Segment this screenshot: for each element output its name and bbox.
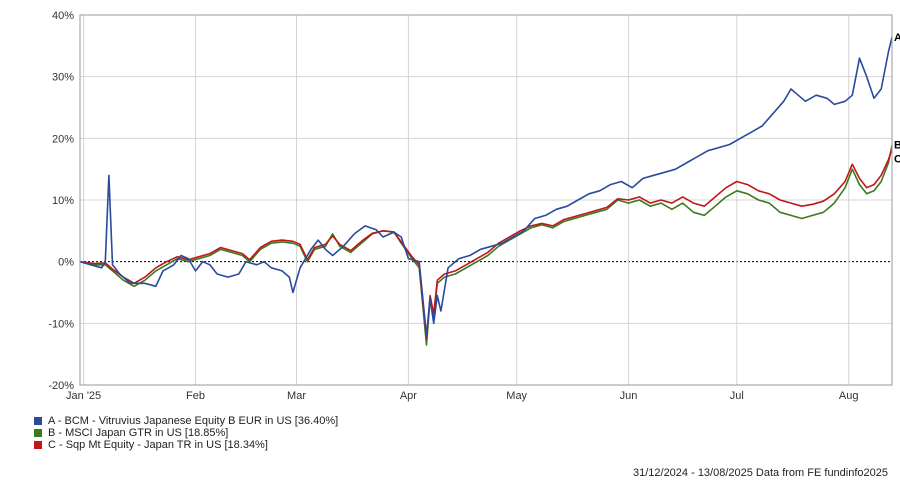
x-tick-label: Jan '25 — [66, 390, 101, 402]
y-axis: -20% -10% 0% 10% 20% 30% 40% — [48, 10, 74, 392]
line-chart: -20% -10% 0% 10% 20% 30% 40% Jan '25 Feb Mar Apr M… — [48, 10, 900, 402]
series-end-label-b: B — [894, 139, 900, 151]
legend-label-b: B - MSCI Japan GTR in US [18.85%] — [48, 427, 229, 439]
legend-swatch-b — [34, 429, 42, 437]
series-end-label-c: C — [894, 154, 900, 166]
x-tick-label: Mar — [287, 390, 306, 402]
x-tick-label: Aug — [839, 390, 859, 402]
y-tick-label: 30% — [52, 72, 74, 84]
legend-swatch-a — [34, 417, 42, 425]
y-tick-label: 20% — [52, 133, 74, 145]
x-tick-label: Jun — [620, 390, 638, 402]
y-tick-label: 0% — [58, 257, 74, 269]
x-tick-label: Apr — [400, 390, 417, 402]
legend-item-a: A - BCM - Vitruvius Japanese Equity B EU… — [34, 415, 338, 427]
x-tick-label: Jul — [730, 390, 744, 402]
series-line-c — [79, 148, 893, 340]
legend-label-c: C - Sqp Mt Equity - Japan TR in US [18.3… — [48, 439, 268, 451]
series-line-a — [79, 37, 893, 337]
x-tick-label: Feb — [186, 390, 205, 402]
series-end-labels: A BC — [894, 32, 900, 165]
legend: A - BCM - Vitruvius Japanese Equity B EU… — [34, 415, 338, 451]
legend-swatch-c — [34, 441, 42, 449]
x-tick-label: May — [506, 390, 527, 402]
grid-lines — [80, 14, 892, 386]
plot-border — [79, 14, 893, 386]
series-line-b — [79, 145, 893, 346]
legend-label-a: A - BCM - Vitruvius Japanese Equity B EU… — [48, 415, 339, 427]
series-lines — [79, 37, 893, 346]
x-axis: Jan '25 Feb Mar Apr May Jun Jul Aug — [66, 390, 858, 402]
legend-item-b: B - MSCI Japan GTR in US [18.85%] — [34, 427, 338, 439]
series-end-label-a: A — [894, 32, 900, 44]
y-tick-label: -20% — [48, 380, 74, 392]
y-tick-label: 40% — [52, 10, 74, 22]
y-tick-label: -10% — [48, 318, 74, 330]
y-tick-label: 10% — [52, 195, 74, 207]
legend-item-c: C - Sqp Mt Equity - Japan TR in US [18.3… — [34, 439, 338, 451]
footer-source: 31/12/2024 - 13/08/2025 Data from FE fun… — [632, 467, 888, 479]
